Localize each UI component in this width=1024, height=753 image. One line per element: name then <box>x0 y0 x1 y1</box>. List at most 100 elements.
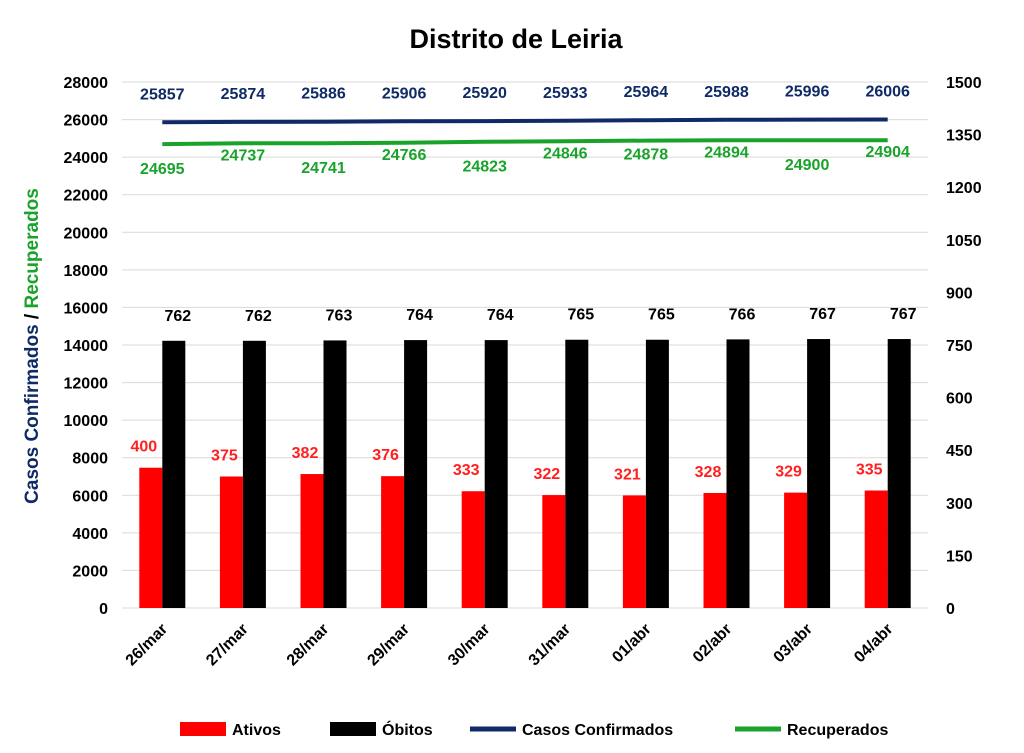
data-label-casos: 25874 <box>221 86 266 103</box>
data-label-obitos: 763 <box>326 307 353 324</box>
data-label-obitos: 765 <box>648 307 675 324</box>
data-label-recuperados: 24823 <box>462 159 507 176</box>
right-tick-label: 1500 <box>946 75 982 92</box>
left-axis: 0 2000 4000 6000 8000 10000 12000 14000 16000 180… <box>64 75 109 618</box>
bar-ativos <box>542 495 566 608</box>
data-label-ativos: 328 <box>695 464 722 481</box>
left-tick-label: 14000 <box>64 338 109 355</box>
legend-item: Óbitos <box>330 720 433 739</box>
category-label: 28/mar <box>284 621 333 670</box>
y-axis-label-confirmados: Casos Confirmados <box>22 324 43 503</box>
right-tick-label: 900 <box>946 285 973 302</box>
left-tick-label: 18000 <box>64 263 109 280</box>
right-tick-label: 750 <box>946 338 973 355</box>
data-label-recuperados: 24695 <box>140 161 185 178</box>
legend: Ativos Óbitos Casos Confirmados Recuperados <box>180 720 888 739</box>
bar-obitos <box>484 340 508 608</box>
data-label-ativos: 322 <box>533 466 560 483</box>
bar-obitos <box>242 340 266 608</box>
bar-obitos <box>807 339 831 608</box>
data-label-recuperados: 24894 <box>704 144 749 161</box>
y-axis-label-recuperados: Recuperados <box>22 188 43 308</box>
data-label-obitos: 762 <box>245 308 272 325</box>
right-tick-label: 1050 <box>946 233 982 250</box>
data-label-ativos: 321 <box>614 466 641 483</box>
category-label: 29/mar <box>364 621 413 670</box>
data-label-recuperados: 24741 <box>301 160 346 177</box>
data-label-casos: 26006 <box>865 83 910 100</box>
bar-ativos <box>381 476 405 608</box>
legend-item: Ativos <box>180 722 281 739</box>
data-label-ativos: 375 <box>211 448 238 465</box>
data-labels: 400 375 382 376 333 322 321 328 329 335 762 762 763 7… <box>130 83 916 483</box>
data-label-obitos: 767 <box>890 306 917 323</box>
left-tick-label: 24000 <box>64 150 109 167</box>
data-label-recuperados: 24846 <box>543 145 588 162</box>
legend-label: Ativos <box>232 722 281 739</box>
left-tick-label: 26000 <box>64 113 109 130</box>
y-axis-label-separator: / <box>22 309 43 325</box>
data-label-obitos: 765 <box>567 307 594 324</box>
y-axis-label: Casos Confirmados / Recuperados <box>22 188 43 504</box>
category-label: 01/abr <box>609 621 654 666</box>
legend-item: Recuperados <box>735 722 888 739</box>
data-label-recuperados: 24904 <box>865 144 910 161</box>
right-tick-label: 1200 <box>946 180 982 197</box>
bar-ativos <box>139 467 163 608</box>
left-tick-label: 2000 <box>72 563 108 580</box>
category-label: 30/mar <box>445 621 494 670</box>
data-label-ativos: 382 <box>292 445 319 462</box>
right-tick-label: 450 <box>946 443 973 460</box>
category-label: 03/abr <box>771 621 816 666</box>
data-label-casos: 25857 <box>140 86 185 103</box>
data-label-casos: 25988 <box>704 84 749 101</box>
category-label: 02/abr <box>690 621 735 666</box>
left-tick-label: 6000 <box>72 488 108 505</box>
data-label-obitos: 767 <box>809 306 836 323</box>
left-tick-label: 22000 <box>64 188 109 205</box>
data-label-recuperados: 24900 <box>785 157 830 174</box>
data-label-obitos: 764 <box>406 307 433 324</box>
legend-swatch <box>180 722 226 736</box>
bar-ativos <box>784 492 808 608</box>
line-casos-confirmados <box>162 117 888 125</box>
legend-label: Recuperados <box>787 722 888 739</box>
data-label-ativos: 376 <box>372 447 399 464</box>
right-tick-label: 300 <box>946 496 973 513</box>
data-label-ativos: 329 <box>775 464 802 481</box>
bar-obitos <box>162 340 186 608</box>
bar-ativos <box>622 495 646 608</box>
bar-ativos <box>300 474 324 608</box>
category-label: 26/mar <box>123 621 172 670</box>
bar-ativos <box>461 491 485 608</box>
data-label-ativos: 335 <box>856 462 883 479</box>
bar-ativos <box>703 492 727 608</box>
bar-obitos <box>726 339 750 608</box>
right-tick-label: 600 <box>946 391 973 408</box>
category-label: 04/abr <box>851 621 896 666</box>
left-tick-label: 8000 <box>72 451 108 468</box>
data-label-casos: 25933 <box>543 85 588 102</box>
bar-ativos <box>864 490 888 608</box>
line-recuperados <box>162 138 888 147</box>
category-labels: 26/mar 27/mar 28/mar 29/mar 30/mar 31/mar 01/a… <box>123 621 897 670</box>
category-label: 27/mar <box>203 621 252 670</box>
data-label-ativos: 400 <box>130 439 157 456</box>
legend-label: Óbitos <box>382 720 433 739</box>
data-label-recuperados: 24878 <box>624 147 669 164</box>
bar-ativos <box>219 476 243 608</box>
legend-swatch <box>330 722 376 736</box>
category-label: 31/mar <box>526 621 575 670</box>
bar-obitos <box>404 340 428 608</box>
data-label-recuperados: 24737 <box>221 147 266 164</box>
data-label-casos: 25906 <box>382 85 427 102</box>
left-tick-label: 16000 <box>64 300 109 317</box>
bar-obitos <box>323 340 347 608</box>
bar-obitos <box>887 339 911 608</box>
right-axis: 0 150 300 450 600 750 900 1050 1200 1350 1500 <box>946 75 982 618</box>
right-tick-label: 0 <box>946 601 955 618</box>
bars <box>139 339 911 608</box>
right-tick-label: 150 <box>946 548 973 565</box>
